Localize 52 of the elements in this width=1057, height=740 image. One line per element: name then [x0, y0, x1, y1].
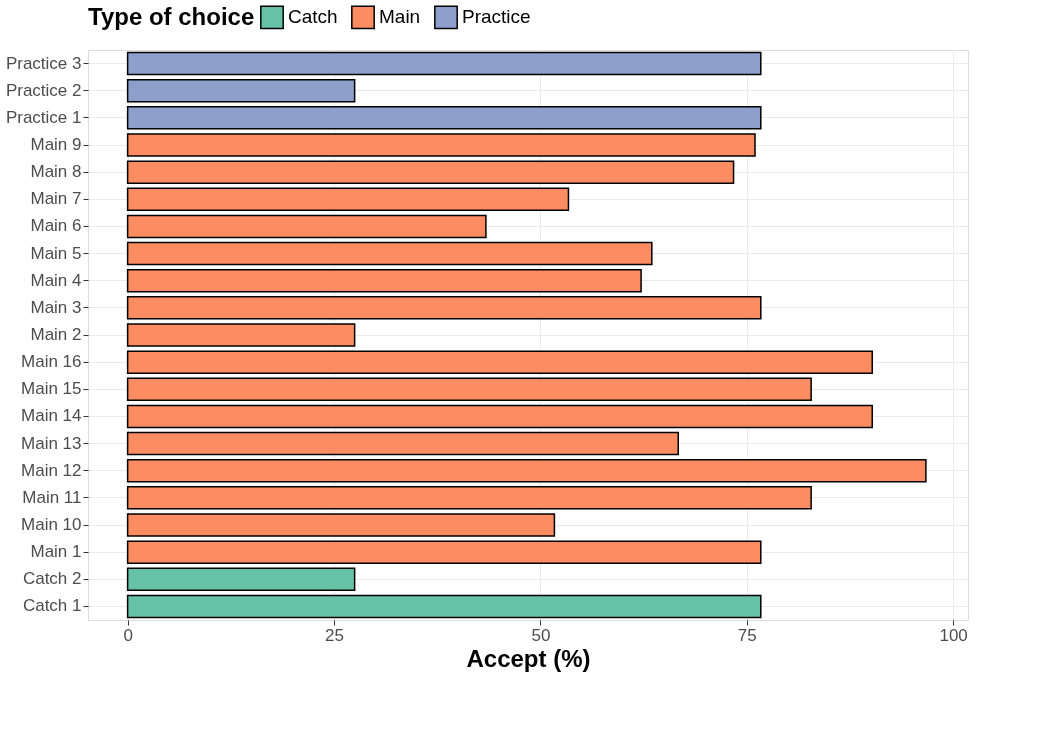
y-tick-label: Main 14 [21, 406, 82, 426]
bar [126, 296, 762, 320]
bar [126, 594, 762, 619]
bar [126, 241, 653, 266]
bar [126, 78, 356, 103]
y-tick-label: Catch 2 [22, 569, 82, 589]
y-tick-label: Main 15 [21, 379, 82, 399]
bar [126, 160, 735, 184]
bar [126, 404, 873, 429]
bar [126, 350, 873, 374]
x-tick-label: 75 [737, 625, 757, 645]
bar [126, 214, 487, 239]
y-tick-label: Main 2 [30, 325, 82, 344]
legend-label: Catch [288, 6, 338, 28]
y-tick-label: Main 3 [30, 297, 82, 317]
legend-label: Practice [462, 6, 531, 28]
y-tick-label: Main 4 [30, 270, 82, 290]
bar [126, 567, 356, 592]
y-tick-label: Practice 2 [5, 80, 82, 100]
legend-label: Main [379, 6, 421, 28]
y-tick-label: Main 11 [22, 487, 82, 507]
bar [126, 513, 556, 537]
y-tick-label: Main 6 [30, 216, 82, 236]
bar [126, 51, 762, 76]
bar [126, 377, 812, 402]
y-tick-label: Main 7 [30, 189, 82, 209]
y-tick-label: Main 16 [21, 352, 82, 372]
x-tick-label: 25 [325, 625, 344, 645]
x-axis-title: Accept (%) [466, 644, 591, 672]
y-tick-label: Practice 3 [5, 53, 82, 73]
y-tick-label: Catch 1 [22, 596, 82, 616]
y-tick-label: Main 8 [30, 162, 82, 182]
y-tick-label: Main 12 [21, 460, 82, 480]
x-tick-label: 50 [531, 625, 551, 645]
x-tick-label: 0 [123, 625, 133, 645]
legend-title: Type of choice [88, 3, 255, 30]
y-tick-label: Practice 1 [5, 107, 82, 127]
x-tick-label: 100 [939, 625, 968, 645]
bar [126, 431, 679, 456]
bar [126, 133, 756, 157]
bar [126, 458, 927, 483]
bar [126, 486, 812, 510]
bar [126, 268, 642, 293]
y-tick-label: Main 5 [30, 243, 82, 263]
y-tick-label: Main 10 [21, 515, 82, 534]
bar [126, 323, 356, 347]
y-tick-label: Main 1 [30, 542, 82, 562]
bar [126, 106, 762, 130]
bar [126, 187, 570, 212]
y-tick-label: Main 9 [30, 135, 82, 154]
bar [126, 540, 762, 564]
y-tick-label: Main 13 [21, 433, 82, 453]
